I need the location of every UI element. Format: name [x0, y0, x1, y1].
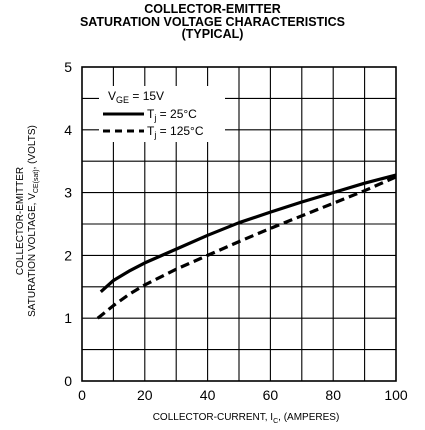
x-tick-label: 100 — [384, 387, 408, 403]
y-tick-label: 0 — [64, 373, 72, 389]
chart-title: COLLECTOR-EMITTER SATURATION VOLTAGE CHA… — [0, 3, 425, 41]
tick-labels: 0 20 40 60 80 100 0 1 2 3 4 5 — [64, 59, 408, 403]
y-tick-label: 3 — [64, 185, 72, 201]
y-tick-label: 5 — [64, 59, 72, 75]
y-tick-label: 1 — [64, 310, 72, 326]
chart-title-line-2: SATURATION VOLTAGE CHARACTERISTICS — [79, 14, 346, 29]
series-line-125c — [96, 175, 397, 320]
y-tick-label: 2 — [64, 247, 72, 263]
legend-header: VGE = 15V — [108, 89, 164, 105]
legend-label-125c: Tj = 125°C — [147, 124, 204, 140]
x-tick-label: 0 — [78, 387, 86, 403]
x-tick-label: 80 — [325, 387, 341, 403]
x-tick-label: 20 — [137, 387, 153, 403]
y-axis-label: COLLECTOR-EMITTER SATURATION VOLTAGE, VC… — [15, 125, 40, 317]
chart-title-line-1: COLLECTOR-EMITTER — [144, 2, 281, 16]
legend: VGE = 15V Tj = 25°C Tj = 125°C — [99, 86, 225, 142]
y-tick-label: 4 — [64, 122, 72, 138]
x-tick-label: 60 — [263, 387, 279, 403]
chart-title-line-3: (TYPICAL) — [181, 27, 244, 41]
legend-label-25c: Tj = 25°C — [147, 107, 197, 123]
x-tick-label: 40 — [200, 387, 216, 403]
series-layer — [96, 173, 397, 320]
y-axis-label-line-2: SATURATION VOLTAGE, VCE(sat), (VOLTS) — [27, 125, 40, 317]
plot-frame — [81, 66, 397, 382]
series-line-25c — [99, 173, 397, 293]
x-axis-label: COLLECTOR-CURRENT, IC, (AMPERES) — [153, 412, 340, 425]
y-axis-label-line-1: COLLECTOR-EMITTER — [15, 167, 26, 275]
